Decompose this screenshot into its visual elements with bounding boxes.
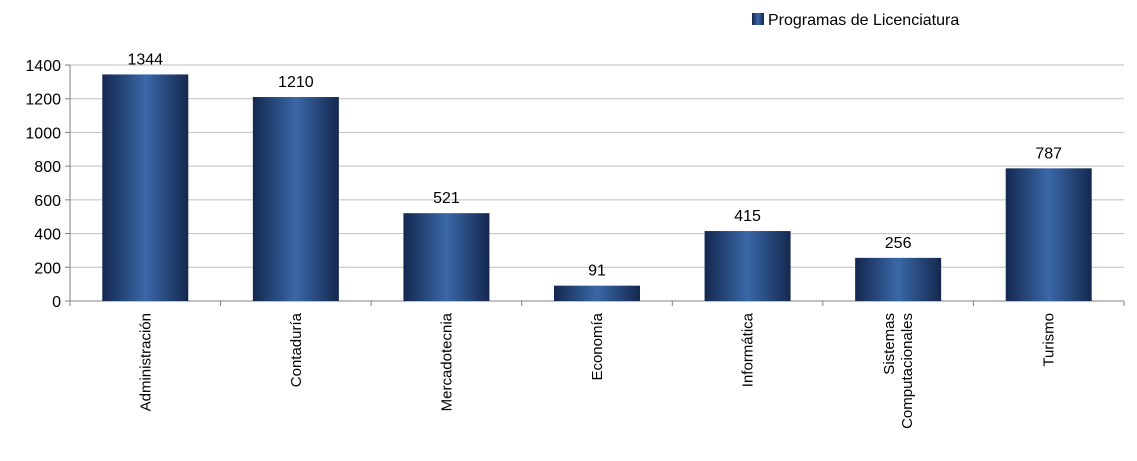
category-label: Mercadotecnia (438, 312, 455, 411)
data-label: 1344 (127, 51, 163, 68)
bar (403, 213, 489, 301)
category-label: Turismo (1041, 313, 1058, 367)
category-labels: Administración Contaduría Mercadotecnia Eco… (137, 312, 1057, 429)
category-label-line: Administración (137, 313, 154, 411)
bar (855, 258, 941, 301)
category-label: Sistemas Computacionales (881, 313, 916, 429)
bar (253, 97, 339, 301)
category-label-line: Sistemas (881, 313, 898, 375)
gridlines (70, 65, 1124, 267)
category-label: Informática (740, 312, 757, 387)
legend-swatch (752, 13, 764, 25)
data-label: 1210 (278, 74, 314, 91)
category-label: Contaduría (288, 312, 305, 387)
bar (1006, 168, 1092, 301)
category-label: Administración (137, 313, 154, 411)
y-tick-label: 400 (34, 227, 61, 244)
y-tick-label: 1000 (25, 125, 61, 142)
bar (554, 286, 640, 301)
category-label-line: Computacionales (899, 313, 916, 429)
category-label-line: Contaduría (288, 312, 305, 387)
category-label: Economía (589, 312, 606, 380)
data-label: 91 (588, 263, 606, 280)
category-label-line: Informática (740, 312, 757, 387)
y-tick-label: 800 (34, 159, 61, 176)
category-label-line: Mercadotecnia (438, 312, 455, 411)
y-tick-label: 0 (52, 294, 61, 311)
category-label-line: Turismo (1041, 313, 1058, 367)
data-label: 521 (433, 190, 460, 207)
bar (102, 74, 188, 301)
legend: Programas de Licenciatura (752, 12, 959, 29)
y-tick-label: 600 (34, 193, 61, 210)
legend-label: Programas de Licenciatura (768, 12, 959, 29)
data-label: 256 (885, 235, 912, 252)
data-label: 415 (734, 208, 761, 225)
y-tick-label: 1400 (25, 58, 61, 75)
y-tick-label: 1200 (25, 92, 61, 109)
axes: 0 200 400 600 800 1000 1200 1400 (25, 58, 1124, 311)
category-label-line: Economía (589, 312, 606, 380)
data-label: 787 (1035, 145, 1062, 162)
bar (705, 231, 791, 301)
y-tick-label: 200 (34, 260, 61, 277)
